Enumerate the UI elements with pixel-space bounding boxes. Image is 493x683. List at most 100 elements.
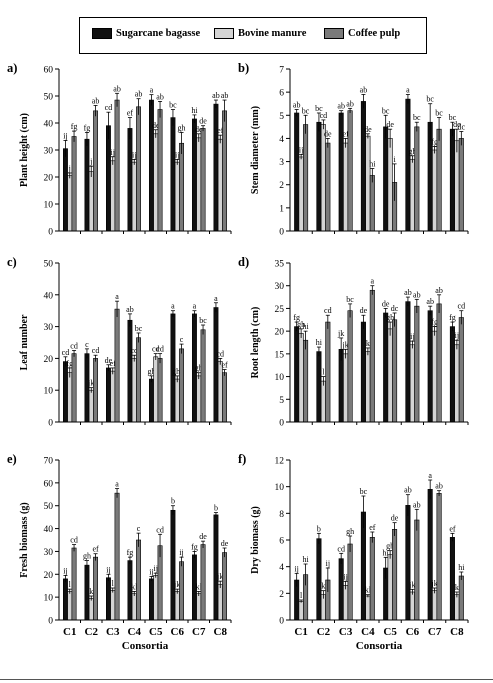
panel-5-xtick-label: C2 <box>85 626 99 638</box>
panel-2-sig-letter: i <box>393 155 396 164</box>
panel-5-xtick-label: C6 <box>171 626 185 638</box>
panel-5-xtick-label: C1 <box>63 626 76 638</box>
panel-3-sig-letter: cd <box>62 348 70 357</box>
panel-3-bar <box>157 358 163 423</box>
legend-label-coffee: Coffee pulp <box>348 28 401 39</box>
panel-1-ytick-label: 0 <box>48 228 53 238</box>
panel-5-xtick-label: C5 <box>149 626 163 638</box>
panel-1-bar <box>67 175 73 232</box>
panel-4-bar <box>365 351 371 423</box>
panel-1-bar <box>71 136 77 232</box>
panel-1-sig-letter: j <box>68 164 71 173</box>
panel-2-bar <box>303 124 309 232</box>
panel-5-sig-letter: ij <box>149 568 153 577</box>
panel-4-sig-letter: ab <box>413 290 421 299</box>
panel-3-sig-letter: ef <box>221 361 228 370</box>
panel-3-bar <box>217 361 223 423</box>
panel-6-sig-letter: de <box>391 514 399 523</box>
panel-1-sig-letter: ef <box>217 126 224 135</box>
panel-4-bar <box>316 351 322 423</box>
panel-2-bar <box>414 126 420 232</box>
bottom-rule <box>0 679 493 680</box>
panel-4-bar <box>436 303 442 423</box>
panel-3-bar <box>179 348 184 423</box>
panel-6-sig-letter: ab <box>404 486 412 495</box>
panel-6-ytick-label: 4 <box>279 563 284 573</box>
panel-5-bar <box>136 539 141 621</box>
panel-6-bar <box>365 595 371 621</box>
panel-6-sig-letter: jk <box>431 579 438 588</box>
panel-3-sig-letter: cd <box>92 346 100 355</box>
panel-3-bar <box>200 329 206 423</box>
panel-4-sig-letter: ij <box>410 332 414 341</box>
panel-1-ytick-label: 50 <box>44 93 54 103</box>
panel-3-sig-letter: a <box>193 302 197 311</box>
panel-6-ytick-label: 0 <box>279 617 284 627</box>
panel-4-ytick-label: 35 <box>275 260 285 270</box>
panel-3-sig-letter: a <box>214 294 218 303</box>
panel-6-sig-letter: k <box>321 582 325 591</box>
panel-2-sig-letter: de <box>324 129 332 138</box>
panel-3-bar <box>88 389 94 423</box>
panel-6-xtick-label: C1 <box>294 626 307 638</box>
panel-4-sig-letter: cd <box>458 302 466 311</box>
panel-2-ytick-label: 5 <box>279 112 284 122</box>
panel-4-sig-letter: jk <box>342 340 349 349</box>
panel-5-sig-letter: cd <box>70 536 78 545</box>
panel-5-xtick-label: C7 <box>192 626 206 638</box>
panel-5-sig-letter: l <box>112 579 115 588</box>
panel-3-bar <box>62 361 68 423</box>
panel-4-sig-letter: l <box>322 368 325 377</box>
panel-1-sig-letter: ab <box>221 91 229 100</box>
panel-1-bar <box>62 148 68 232</box>
panel-3-bar <box>127 319 133 423</box>
panel-2-sig-letter: ab <box>337 102 345 111</box>
panel-5-sig-letter: gh <box>83 552 91 561</box>
panel-1-bar <box>217 138 223 232</box>
panel-4-sig-letter: cd <box>324 306 332 315</box>
panel-4-ytick-label: 15 <box>275 350 285 360</box>
panel-3-bar <box>114 308 120 423</box>
panel-6-sig-letter: cd <box>337 544 345 553</box>
panel-5-ytick-label: 20 <box>44 571 54 581</box>
panel-5-bar <box>67 591 73 621</box>
panel-1-bar <box>200 128 206 232</box>
panel-6-bar <box>409 591 415 621</box>
panel-2-bar <box>298 156 304 232</box>
panel-1-bar <box>179 142 184 232</box>
panel-6-bar <box>414 519 420 621</box>
panel-5-bar <box>93 556 99 621</box>
panel-3-sig-letter: cd <box>156 345 164 354</box>
panel-6-sig-letter: ab <box>435 482 443 491</box>
panel-4-bar <box>294 326 300 423</box>
panel-6-ytick-label: 6 <box>279 537 284 547</box>
panel-4-sig-letter: fg <box>431 318 438 327</box>
panel-5-bar <box>170 509 176 621</box>
legend-swatch-bovine <box>214 28 234 39</box>
panel-4-ytick-label: 25 <box>275 305 285 315</box>
panel-6-ytick-label: 8 <box>279 510 284 520</box>
panel-5-ylabel: Fresh biomass (g) <box>19 502 30 577</box>
panel-6-sig-letter: jk <box>408 580 415 589</box>
panel-4-ytick-label: 5 <box>279 396 284 406</box>
panel-4-bar <box>454 344 460 423</box>
panel-6-bar <box>347 543 353 621</box>
panel-1-sig-letter: ab <box>92 96 100 105</box>
panel-5-ytick-label: 10 <box>44 594 54 604</box>
panel-1-sig-letter: ef <box>127 109 134 118</box>
panel-1-sig-letter: de <box>195 125 203 134</box>
panel-5-bar <box>213 514 219 621</box>
panel-6-sig-letter: ef <box>369 523 376 532</box>
panel-5-ytick-label: 70 <box>44 457 54 467</box>
panel-1-bar <box>157 109 163 232</box>
panel-5-bar <box>153 575 159 621</box>
panel-1-sig-letter: ab <box>156 92 164 101</box>
panel-1-sig-letter: ij <box>175 150 179 159</box>
panel-2-ytick-label: 2 <box>279 181 284 191</box>
panel-6-bar <box>369 537 375 621</box>
panel-6-sig-letter: gh <box>386 542 394 551</box>
panel-1-bar <box>170 117 176 232</box>
panel-1-bar <box>110 160 116 232</box>
panel-5-sig-letter: cd <box>156 525 164 534</box>
